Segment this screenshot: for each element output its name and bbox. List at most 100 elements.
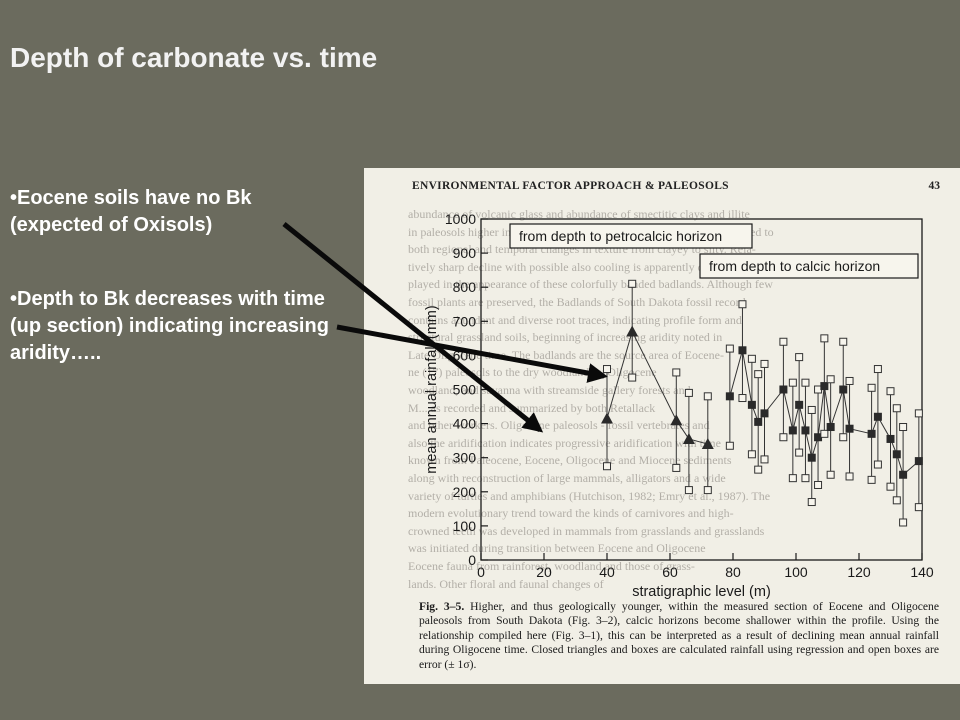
y-tick-label: 200: [453, 484, 477, 500]
error-box-lower: [867, 475, 876, 484]
data-point-square: [725, 392, 734, 401]
x-tick-label: 100: [784, 564, 808, 580]
bullet-eocene-soils: •Eocene soils have no Bk (expected of Ox…: [10, 187, 252, 236]
data-point-square: [807, 453, 816, 462]
error-box-lower: [845, 472, 854, 481]
error-box-lower: [899, 518, 908, 527]
data-point-triangle: [626, 325, 639, 337]
error-box-lower: [672, 463, 681, 472]
caption-text: Higher, and thus geologically younger, w…: [419, 600, 940, 671]
error-box-lower: [873, 460, 882, 469]
bleed-line: also the aridification indicates progres…: [408, 435, 721, 450]
annotation-text-calcic: from depth to calcic horizon: [709, 258, 880, 274]
data-point-square: [867, 429, 876, 438]
data-point-triangle: [701, 438, 714, 450]
series-line: [606, 330, 708, 445]
error-box-upper: [873, 365, 882, 374]
y-tick-label: 100: [453, 518, 477, 534]
error-box-upper: [779, 337, 788, 346]
error-box-upper: [738, 300, 747, 309]
y-tick-label: 1000: [445, 211, 476, 227]
error-box-lower: [779, 433, 788, 442]
data-point-square: [760, 409, 769, 418]
y-tick-label: 700: [453, 313, 477, 329]
annotation-text-petrocalcic: from depth to petrocalcic horizon: [519, 228, 722, 244]
y-tick-label: 400: [453, 416, 477, 432]
error-box-lower: [684, 486, 693, 495]
error-box-upper: [788, 378, 797, 387]
error-box-lower: [603, 462, 611, 471]
book-page-image: ENVIRONMENTAL FACTOR APPROACH & PALEOSOL…: [364, 168, 960, 684]
data-point-triangle: [670, 414, 683, 426]
data-point-square: [788, 426, 797, 435]
bleed-line: variety of turtles and amphibians (Hutch…: [408, 488, 771, 503]
error-box-upper: [747, 354, 756, 363]
error-box-upper: [845, 376, 854, 385]
error-box-lower: [807, 498, 816, 507]
data-point-square: [845, 424, 854, 433]
error-box-upper: [672, 368, 681, 377]
data-point-square: [801, 426, 810, 435]
data-point-square: [738, 346, 747, 355]
x-tick-label: 60: [662, 564, 678, 580]
annotation-box-petrocalcic: [509, 223, 753, 249]
error-box-upper: [892, 404, 901, 413]
error-box-lower: [814, 480, 823, 489]
x-tick-label: 20: [536, 564, 552, 580]
error-box-upper: [820, 334, 829, 343]
data-point-square: [873, 412, 882, 421]
error-box-upper: [839, 337, 848, 346]
bleed-line: crowned teeth was developed in mammals f…: [408, 523, 765, 538]
error-box-upper: [628, 279, 637, 288]
error-box-upper: [703, 392, 712, 401]
error-box-upper: [754, 370, 763, 379]
figure-caption: Fig. 3–5. Higher, and thus geologically …: [419, 600, 939, 672]
error-box-upper: [801, 378, 810, 387]
y-tick-label: 500: [453, 382, 477, 398]
error-box-lower: [801, 474, 810, 483]
data-point-square: [820, 382, 829, 391]
error-box-upper: [760, 359, 769, 368]
bleed-line: was initiated during transition between …: [408, 541, 706, 556]
error-box-upper: [899, 423, 908, 432]
error-box-lower: [788, 474, 797, 483]
x-tick-label: 80: [725, 564, 741, 580]
x-tick-label: 40: [599, 564, 615, 580]
x-tick-label: 0: [477, 564, 485, 580]
y-tick-label: 600: [453, 347, 477, 363]
bleed-line: along with reconstruction of large mamma…: [408, 471, 726, 485]
error-box-lower: [886, 482, 895, 491]
y-tick-label: 0: [468, 552, 476, 568]
data-point-square: [886, 434, 895, 443]
error-box-upper: [886, 387, 895, 396]
book-page-number: 43: [928, 180, 941, 192]
bullet-depth-to-bk: •Depth to Bk decreases with time (up sec…: [10, 288, 329, 364]
data-point-square: [914, 457, 923, 466]
error-box-upper: [914, 409, 923, 418]
data-point-square: [899, 470, 908, 479]
data-point-square: [795, 400, 804, 409]
y-axis-label: mean annual rainfall (mm): [424, 305, 440, 473]
bleed-line: lands. Other floral and faunal changes o…: [408, 576, 604, 591]
book-page-header: ENVIRONMENTAL FACTOR APPROACH & PALEOSOL…: [412, 180, 729, 192]
error-box-lower: [738, 394, 747, 403]
error-box-lower: [725, 441, 734, 450]
data-point-square: [892, 450, 901, 459]
data-point-square: [754, 417, 763, 426]
error-box-upper: [684, 388, 693, 397]
caption-label: Fig. 3–5.: [419, 600, 465, 613]
data-point-triangle: [682, 432, 695, 444]
y-tick-label: 300: [453, 450, 477, 466]
error-box-lower: [795, 448, 804, 457]
error-box-upper: [826, 375, 835, 384]
data-point-square: [826, 423, 835, 432]
rainfall-chart: 0 100 200 300 400 500 600 700 800 900 1000 0 20 40 60 8…: [424, 211, 934, 600]
error-box-upper: [867, 383, 876, 392]
slide-title: Depth of carbonate vs. time: [10, 42, 378, 73]
bleed-line: known from Paleocene, Eocene, Oligocene …: [408, 453, 732, 468]
data-point-square: [779, 385, 788, 394]
bleed-line: modern evolutionary trend toward the kin…: [408, 506, 734, 521]
x-tick-label: 120: [847, 564, 871, 580]
annotation-box-calcic: [699, 253, 919, 279]
error-box-upper: [725, 344, 734, 353]
